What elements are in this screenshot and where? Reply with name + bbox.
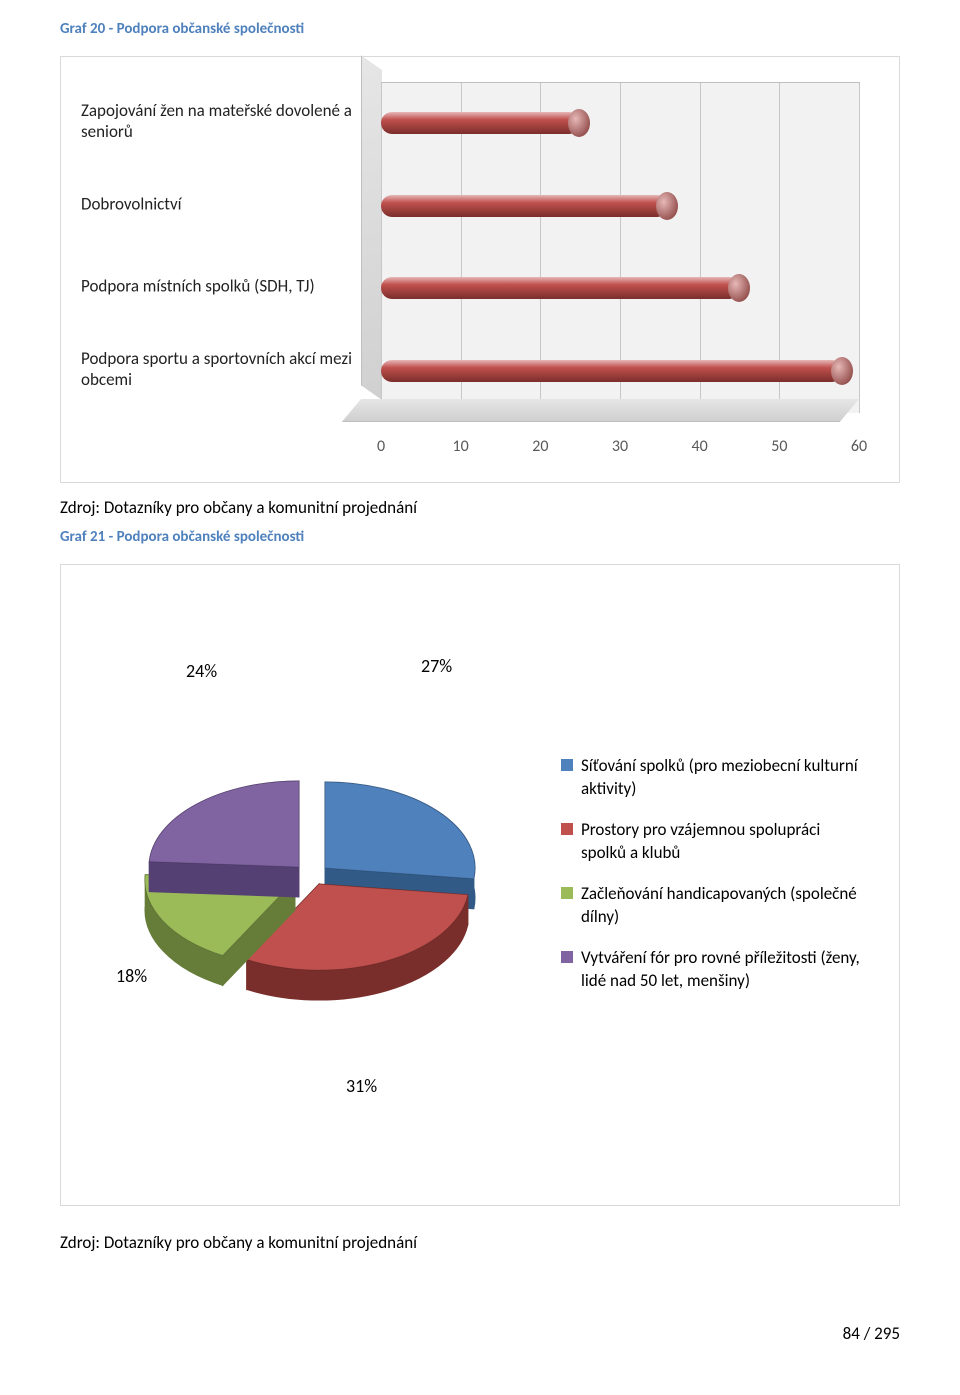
chart20-x-tick-label: 30 [612,437,628,456]
chart21-legend: Síťování spolků (pro meziobecní kulturní… [561,755,861,1011]
chart20-bar [381,360,843,382]
chart20-x-tick-label: 10 [453,437,469,456]
chart20-container: 0 10 20 30 40 50 60 Zapojování žen na mateřské … [60,56,900,483]
legend-item-2: Začleňování handicapovaných (společné dí… [561,883,861,929]
page-number: 84 / 295 [60,1323,900,1344]
legend-label-3: Vytváření fór pro rovné příležitosti (že… [581,947,861,993]
legend-item-3: Vytváření fór pro rovné příležitosti (že… [561,947,861,993]
legend-swatch-3 [561,951,573,963]
chart20-bar [381,112,580,134]
chart20-title: Graf 20 - Podpora občanské společnosti [60,20,900,38]
legend-label-2: Začleňování handicapovaných (společné dí… [581,883,861,929]
chart20-gridline [859,83,860,413]
legend-swatch-0 [561,759,573,771]
pie-slice-0-pct: 27% [421,655,452,677]
legend-label-0: Síťování spolků (pro meziobecní kulturní… [581,755,861,801]
legend-item-0: Síťování spolků (pro meziobecní kulturní… [561,755,861,801]
chart21-container: 27% 31% 18% 24% Síťování spolků (pro mez… [60,564,900,1206]
chart21-title: Graf 21 - Podpora občanské společnosti [60,528,900,546]
chart20-bar [381,277,740,299]
legend-label-1: Prostory pro vzájemnou spolupráci spolků… [581,819,861,865]
chart20-x-tick-label: 40 [692,437,708,456]
chart20-category-label: Zapojování žen na mateřské dovolené a se… [81,100,381,142]
chart20-plot-area: 0102030405060Zapojování žen na mateřské … [381,82,859,462]
chart20-x-tick-label: 20 [532,437,548,456]
chart20-category-label: Podpora sportu a sportovních akcí mezi o… [81,348,381,390]
legend-swatch-2 [561,887,573,899]
chart21-source: Zdroj: Dotazníky pro občany a komunitní … [60,1232,900,1253]
chart20-x-tick-label: 60 [851,437,867,456]
chart21-pie [121,685,501,1065]
legend-item-1: Prostory pro vzájemnou spolupráci spolků… [561,819,861,865]
chart20-x-tick-label: 50 [771,437,787,456]
chart20-category-label: Podpora místních spolků (SDH, TJ) [81,276,381,297]
pie-slice [109,677,489,1087]
pie-slice-3-pct: 24% [186,660,217,682]
chart20-source: Zdroj: Dotazníky pro občany a komunitní … [60,497,900,518]
pie-slice-2-pct: 18% [116,965,147,987]
chart20-x-tick-label: 0 [377,437,385,456]
chart20-category-label: Dobrovolnictví [81,193,381,214]
chart20-bar [381,195,668,217]
chart20-floor [342,399,859,422]
pie-slice-1-pct: 31% [346,1075,377,1097]
legend-swatch-1 [561,823,573,835]
